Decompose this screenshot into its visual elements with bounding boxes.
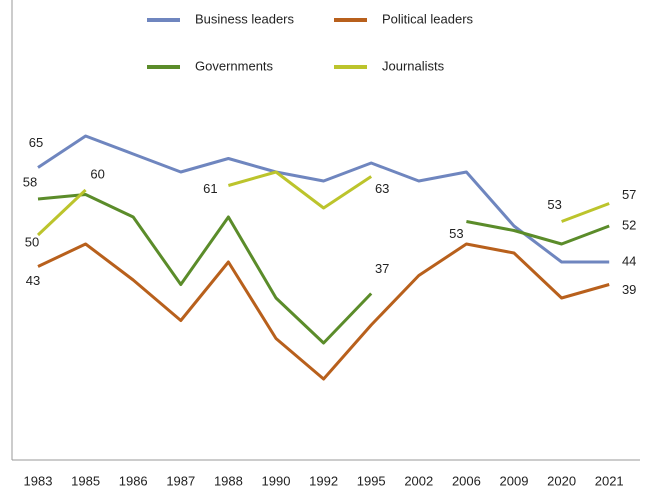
series-line — [36, 188, 87, 237]
x-tick-label: 1987 — [166, 473, 195, 488]
data-label: 37 — [375, 261, 389, 276]
data-label: 53 — [547, 197, 561, 212]
x-tick-label: 2021 — [595, 473, 624, 488]
x-tick-label: 1995 — [357, 473, 386, 488]
x-tick-label: 2002 — [404, 473, 433, 488]
series-line — [37, 134, 610, 264]
legend-label: Journalists — [382, 58, 445, 73]
data-label: 52 — [622, 217, 636, 232]
x-tick-label: 1988 — [214, 473, 243, 488]
data-label: 65 — [29, 135, 43, 150]
x-tick-label: 1992 — [309, 473, 338, 488]
x-tick-label: 2009 — [500, 473, 529, 488]
data-label: 60 — [90, 166, 104, 181]
data-label: 39 — [622, 282, 636, 297]
series-line — [37, 193, 373, 345]
data-label: 58 — [23, 174, 37, 189]
series-line — [561, 202, 610, 223]
data-label: 43 — [26, 273, 40, 288]
data-label: 61 — [203, 181, 217, 196]
data-label: 53 — [449, 226, 463, 241]
x-tick-label: 2006 — [452, 473, 481, 488]
x-tick-label: 2020 — [547, 473, 576, 488]
data-label: 57 — [622, 187, 636, 202]
data-label: 50 — [25, 234, 39, 249]
legend-label: Business leaders — [195, 11, 294, 26]
x-tick-label: 1986 — [119, 473, 148, 488]
series-line — [227, 170, 373, 210]
x-tick-label: 1985 — [71, 473, 100, 488]
data-label: 44 — [622, 253, 636, 268]
x-tick-label: 1983 — [24, 473, 53, 488]
series-line — [37, 242, 610, 381]
x-tick-label: 1990 — [262, 473, 291, 488]
legend-label: Governments — [195, 58, 274, 73]
data-label: 63 — [375, 181, 389, 196]
legend-label: Political leaders — [382, 11, 474, 26]
series-line — [466, 220, 610, 246]
